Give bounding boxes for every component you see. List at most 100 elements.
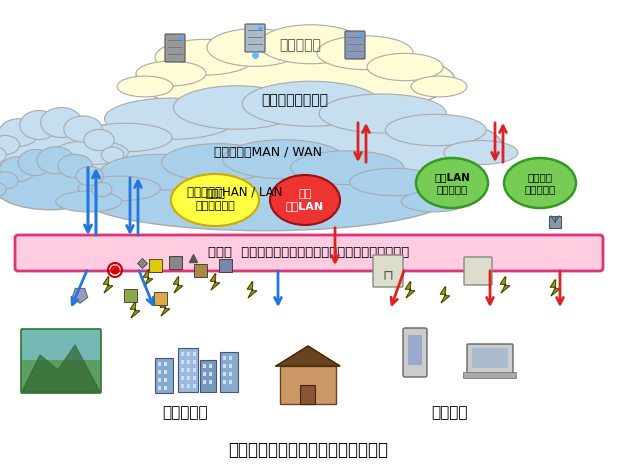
Ellipse shape	[135, 44, 455, 116]
FancyBboxPatch shape	[168, 255, 181, 268]
Ellipse shape	[56, 191, 122, 212]
FancyBboxPatch shape	[229, 356, 232, 360]
Ellipse shape	[136, 61, 206, 86]
Ellipse shape	[207, 28, 303, 66]
FancyBboxPatch shape	[123, 288, 136, 302]
Ellipse shape	[0, 123, 119, 178]
Ellipse shape	[77, 159, 453, 231]
Polygon shape	[72, 288, 88, 303]
FancyBboxPatch shape	[245, 24, 265, 52]
FancyBboxPatch shape	[181, 368, 184, 372]
Ellipse shape	[64, 116, 102, 142]
Ellipse shape	[41, 108, 82, 137]
FancyBboxPatch shape	[194, 263, 207, 276]
FancyBboxPatch shape	[178, 348, 198, 392]
FancyBboxPatch shape	[218, 259, 231, 272]
FancyBboxPatch shape	[223, 364, 226, 368]
Text: 様々な  周波数／伝送容量／伝送方式／サービスエリア: 様々な 周波数／伝送容量／伝送方式／サービスエリア	[209, 247, 410, 260]
FancyBboxPatch shape	[158, 362, 161, 366]
Ellipse shape	[54, 141, 128, 164]
Polygon shape	[160, 300, 170, 316]
FancyBboxPatch shape	[300, 385, 315, 404]
FancyBboxPatch shape	[200, 360, 216, 392]
FancyBboxPatch shape	[15, 235, 603, 271]
FancyBboxPatch shape	[149, 259, 162, 272]
Polygon shape	[550, 280, 560, 296]
Ellipse shape	[101, 154, 218, 190]
Ellipse shape	[171, 174, 259, 226]
Polygon shape	[405, 282, 415, 298]
Ellipse shape	[19, 150, 53, 176]
FancyBboxPatch shape	[187, 384, 190, 388]
FancyBboxPatch shape	[467, 344, 513, 374]
FancyBboxPatch shape	[193, 376, 196, 380]
FancyBboxPatch shape	[220, 352, 238, 392]
Ellipse shape	[350, 168, 439, 196]
Ellipse shape	[0, 182, 6, 197]
FancyBboxPatch shape	[229, 380, 232, 384]
Text: モバイル
キャリア網: モバイル キャリア網	[524, 172, 556, 194]
Ellipse shape	[117, 76, 173, 97]
Ellipse shape	[20, 110, 58, 139]
Text: ワイヤレスMAN / WAN: ワイヤレスMAN / WAN	[214, 145, 322, 158]
Text: ⊓: ⊓	[383, 268, 394, 282]
Ellipse shape	[162, 144, 275, 181]
Ellipse shape	[155, 39, 255, 75]
Ellipse shape	[367, 53, 443, 81]
FancyBboxPatch shape	[209, 364, 212, 368]
FancyBboxPatch shape	[203, 372, 206, 376]
FancyBboxPatch shape	[193, 368, 196, 372]
Ellipse shape	[0, 172, 18, 189]
Ellipse shape	[101, 147, 124, 163]
Ellipse shape	[78, 104, 502, 186]
Ellipse shape	[0, 136, 19, 155]
Text: 無線LAN
キャリア網: 無線LAN キャリア網	[434, 172, 470, 194]
Ellipse shape	[84, 130, 114, 151]
FancyBboxPatch shape	[229, 372, 232, 376]
Text: ・・・・・: ・・・・・	[279, 38, 321, 52]
Text: ワイヤレスHAN / LAN: ワイヤレスHAN / LAN	[187, 186, 283, 199]
FancyBboxPatch shape	[193, 384, 196, 388]
FancyBboxPatch shape	[345, 31, 365, 59]
Ellipse shape	[411, 76, 467, 97]
FancyBboxPatch shape	[181, 360, 184, 364]
Text: 人の通信: 人の通信	[432, 405, 468, 420]
FancyBboxPatch shape	[181, 384, 184, 388]
Ellipse shape	[291, 151, 404, 185]
FancyBboxPatch shape	[187, 368, 190, 372]
Polygon shape	[130, 302, 140, 318]
Ellipse shape	[401, 191, 467, 212]
Polygon shape	[103, 277, 113, 293]
FancyBboxPatch shape	[155, 358, 173, 393]
Text: クラウドサービス: クラウドサービス	[262, 93, 328, 107]
Ellipse shape	[317, 36, 413, 69]
Ellipse shape	[173, 86, 300, 129]
Ellipse shape	[80, 123, 172, 152]
FancyBboxPatch shape	[158, 370, 161, 374]
FancyBboxPatch shape	[21, 329, 101, 393]
FancyBboxPatch shape	[408, 335, 422, 365]
Ellipse shape	[319, 94, 446, 133]
Ellipse shape	[416, 158, 488, 208]
FancyBboxPatch shape	[464, 257, 492, 285]
Polygon shape	[210, 274, 220, 290]
FancyBboxPatch shape	[209, 380, 212, 384]
Ellipse shape	[78, 176, 160, 201]
Polygon shape	[440, 287, 450, 303]
FancyBboxPatch shape	[280, 366, 336, 404]
FancyBboxPatch shape	[181, 352, 184, 356]
Ellipse shape	[444, 141, 518, 164]
Ellipse shape	[37, 147, 75, 174]
Ellipse shape	[92, 182, 112, 197]
FancyBboxPatch shape	[193, 352, 196, 356]
FancyBboxPatch shape	[164, 386, 167, 390]
FancyBboxPatch shape	[223, 380, 226, 384]
FancyBboxPatch shape	[164, 362, 167, 366]
Polygon shape	[247, 282, 257, 298]
Ellipse shape	[58, 154, 93, 178]
FancyBboxPatch shape	[154, 292, 167, 304]
Text: 可視化したい電波伝搬は多種多様に: 可視化したい電波伝搬は多種多様に	[228, 441, 388, 459]
Polygon shape	[22, 345, 100, 392]
FancyBboxPatch shape	[187, 376, 190, 380]
FancyBboxPatch shape	[187, 352, 190, 356]
